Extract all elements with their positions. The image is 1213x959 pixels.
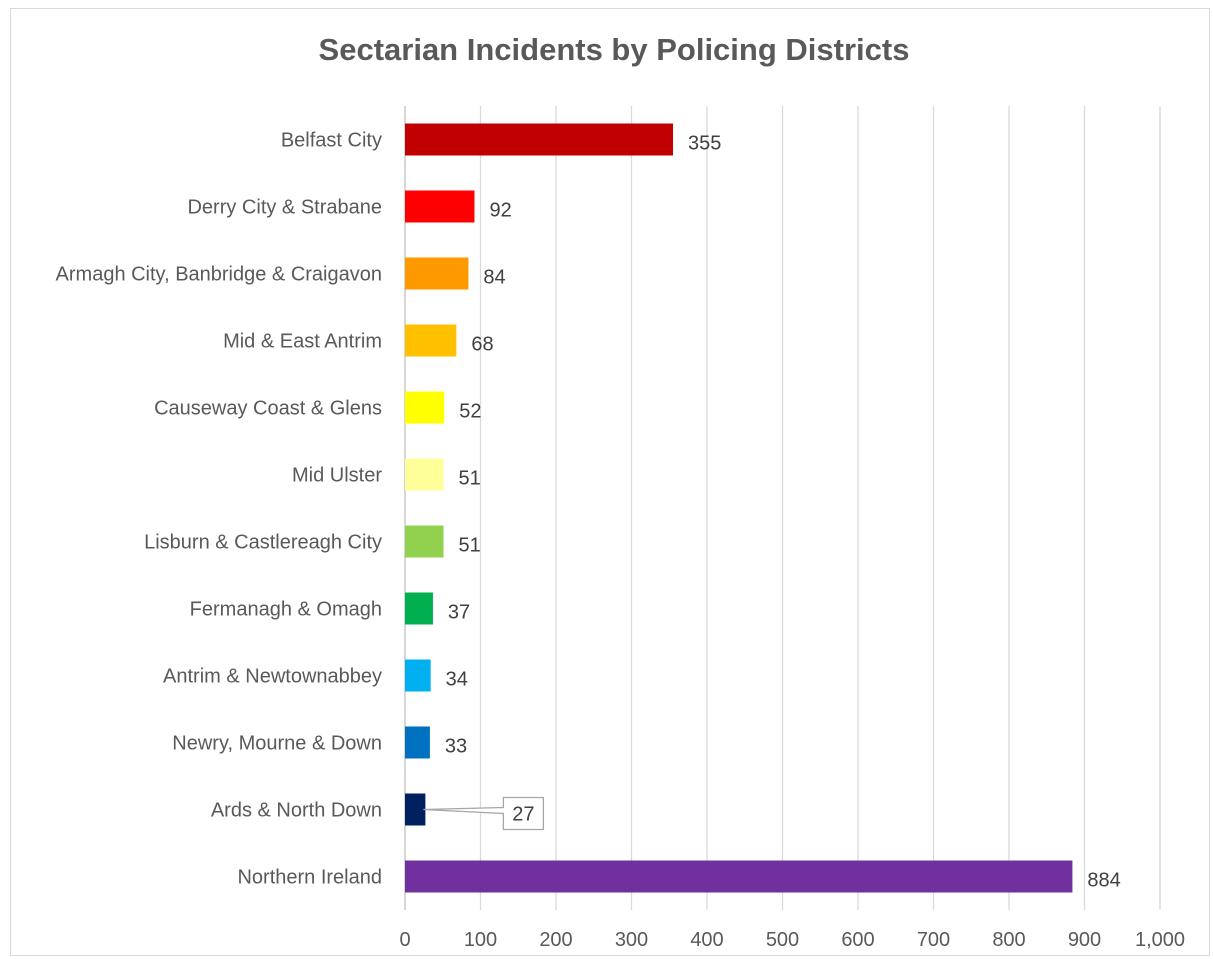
category-label: Mid Ulster [292, 465, 382, 487]
bar [405, 793, 426, 826]
x-tick-label: 1,000 [1135, 929, 1185, 951]
bar [405, 525, 444, 558]
x-tick-label: 900 [1068, 929, 1101, 951]
x-tick-label: 600 [841, 929, 874, 951]
bar [405, 726, 430, 759]
x-tick-label: 0 [399, 929, 410, 951]
data-callout [423, 796, 545, 831]
category-label: Lisburn & Castlereagh City [144, 532, 382, 554]
bar [405, 123, 674, 156]
bar [405, 190, 475, 223]
category-label: Causeway Coast & Glens [154, 398, 382, 420]
data-label: 355 [688, 133, 721, 155]
data-label: 33 [445, 736, 467, 758]
bar [405, 659, 431, 692]
bar [405, 458, 444, 491]
data-label: 37 [448, 602, 470, 624]
x-tick-label: 700 [917, 929, 950, 951]
data-label: 84 [483, 267, 505, 289]
chart-title: Sectarian Incidents by Policing District… [318, 32, 910, 67]
data-label: 884 [1087, 870, 1120, 892]
bar [405, 592, 433, 625]
x-tick-label: 100 [464, 929, 497, 951]
x-tick-label: 200 [539, 929, 572, 951]
category-label: Ards & North Down [211, 800, 382, 822]
x-tick-label: 800 [992, 929, 1025, 951]
data-label: 27 [512, 804, 534, 826]
category-label: Armagh City, Banbridge & Craigavon [56, 264, 382, 286]
x-tick-label: 300 [615, 929, 648, 951]
category-label: Fermanagh & Omagh [190, 599, 382, 621]
category-label: Northern Ireland [237, 867, 382, 889]
category-label: Belfast City [281, 130, 382, 152]
data-label: 68 [471, 334, 493, 356]
category-label: Derry City & Strabane [187, 197, 382, 219]
category-label: Newry, Mourne & Down [172, 733, 382, 755]
bar [405, 257, 469, 290]
data-label: 51 [459, 468, 481, 490]
data-label: 51 [459, 535, 481, 557]
chart-frame [10, 8, 1210, 956]
category-label: Mid & East Antrim [223, 331, 382, 353]
bar [405, 324, 457, 357]
data-label: 52 [459, 401, 481, 423]
bar [405, 391, 445, 424]
bar [405, 860, 1073, 893]
data-label: 92 [489, 200, 511, 222]
data-label: 34 [446, 669, 468, 691]
x-tick-label: 400 [690, 929, 723, 951]
category-label: Antrim & Newtownabbey [163, 666, 382, 688]
x-tick-label: 500 [766, 929, 799, 951]
